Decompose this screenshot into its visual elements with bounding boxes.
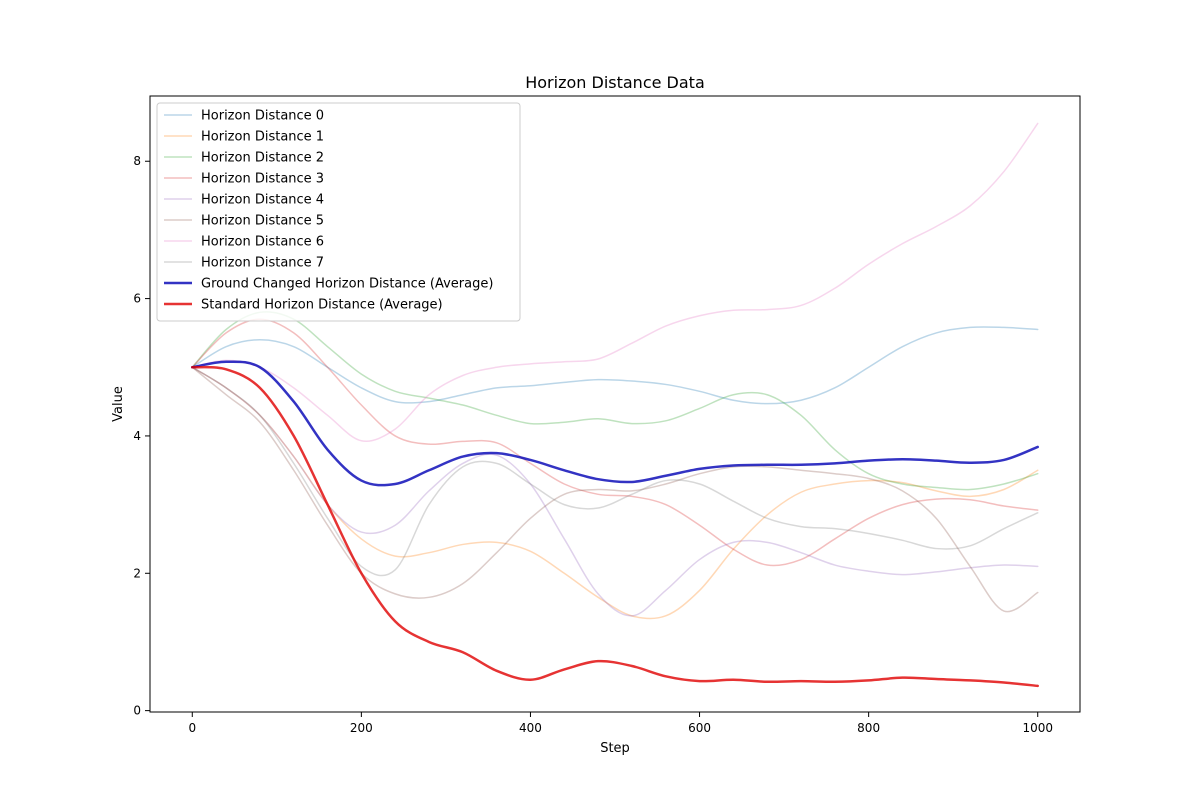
y-axis-label: Value bbox=[111, 386, 126, 422]
x-tick-label: 0 bbox=[188, 721, 196, 735]
series-line-0 bbox=[191, 326, 1039, 405]
legend-label-5: Horizon Distance 5 bbox=[201, 214, 324, 229]
series-line-2 bbox=[191, 311, 1039, 491]
plot-frame bbox=[149, 95, 1081, 713]
chart-title: Horizon Distance Data bbox=[525, 73, 705, 92]
series-line-7 bbox=[191, 366, 1039, 577]
series-line-6 bbox=[191, 122, 1039, 442]
legend-label-7: Horizon Distance 7 bbox=[201, 256, 324, 271]
y-tick-label: 4 bbox=[133, 429, 141, 443]
legend-label-0: Horizon Distance 0 bbox=[201, 109, 324, 124]
x-axis-label: Step bbox=[600, 741, 630, 756]
legend-label-4: Horizon Distance 4 bbox=[201, 193, 324, 208]
legend-label-3: Horizon Distance 3 bbox=[201, 172, 324, 187]
series-line-5 bbox=[191, 366, 1039, 613]
legend-label-2: Horizon Distance 2 bbox=[201, 151, 324, 166]
y-axis-ticks: 0 2 4 6 8 bbox=[133, 154, 150, 718]
legend-label-1: Horizon Distance 1 bbox=[201, 130, 324, 145]
plot-lines bbox=[191, 122, 1039, 688]
x-axis-ticks: 0 200 400 600 800 1000 bbox=[188, 712, 1053, 735]
y-tick-label: 0 bbox=[133, 704, 141, 718]
series-line-4 bbox=[191, 366, 1039, 617]
series-line-3 bbox=[191, 318, 1039, 567]
y-tick-label: 6 bbox=[133, 292, 141, 306]
legend-label-6: Horizon Distance 6 bbox=[201, 235, 324, 250]
x-tick-label: 600 bbox=[688, 721, 711, 735]
legend-box bbox=[156, 102, 521, 322]
x-tick-label: 200 bbox=[350, 721, 373, 735]
legend: Horizon Distance 0 Horizon Distance 1 Hori… bbox=[156, 102, 521, 322]
x-tick-label: 1000 bbox=[1022, 721, 1053, 735]
x-tick-label: 400 bbox=[519, 721, 542, 735]
series-line-9 bbox=[191, 365, 1039, 688]
x-tick-label: 800 bbox=[857, 721, 880, 735]
y-tick-label: 8 bbox=[133, 154, 141, 168]
legend-label-9: Standard Horizon Distance (Average) bbox=[201, 298, 443, 313]
y-tick-label: 2 bbox=[133, 566, 141, 580]
series-line-8 bbox=[191, 360, 1039, 487]
legend-label-8: Ground Changed Horizon Distance (Average… bbox=[201, 277, 493, 292]
